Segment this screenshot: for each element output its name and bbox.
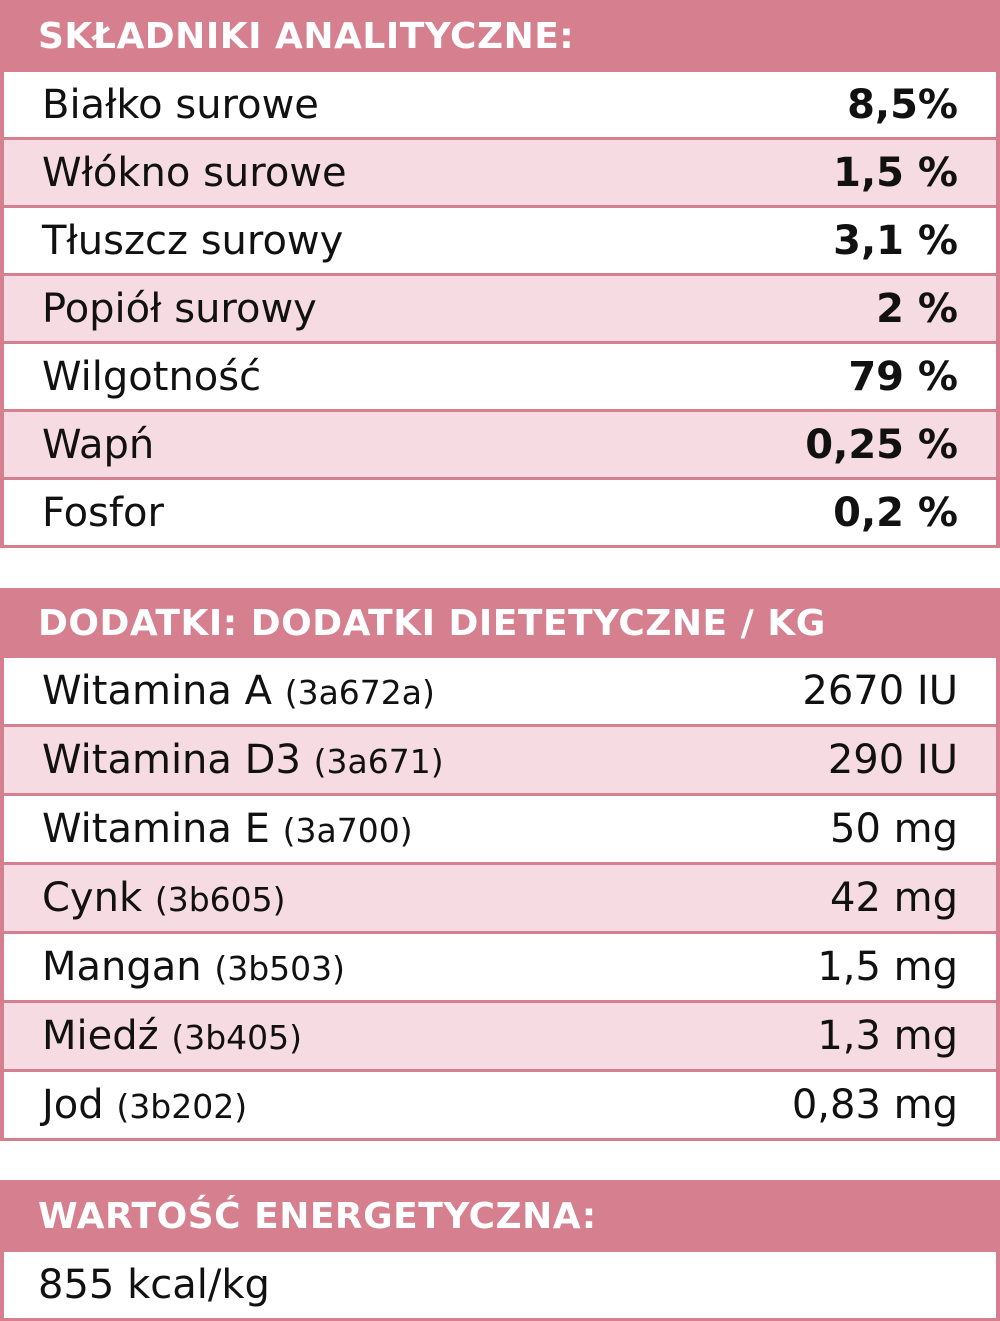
additive-code: (3a672a) (284, 673, 435, 712)
row-value: 0,2 % (833, 489, 958, 536)
table-row: Włókno surowe 1,5 % (0, 140, 1000, 208)
row-label: Witamina A (3a672a) (42, 668, 435, 714)
additive-name: Miedź (42, 1013, 159, 1059)
row-value: 290 IU (827, 737, 958, 783)
row-label: Witamina D3 (3a671) (42, 737, 444, 783)
row-value: 50 mg (830, 806, 958, 852)
analytical-components-header: SKŁADNIKI ANALITYCZNE: (0, 0, 1000, 72)
analytical-components-table: SKŁADNIKI ANALITYCZNE: Białko surowe 8,5… (0, 0, 1000, 548)
table-row: Popiół surowy 2 % (0, 276, 1000, 344)
row-value: 1,3 mg (817, 1013, 958, 1059)
row-label: Białko surowe (42, 81, 319, 128)
energy-value-table: WARTOŚĆ ENERGETYCZNA: 855 kcal/kg (0, 1180, 1000, 1321)
additive-code: (3b605) (154, 880, 286, 919)
row-label: Miedź (3b405) (42, 1013, 302, 1059)
row-value: 1,5 % (833, 149, 958, 196)
row-label: Wapń (42, 421, 155, 468)
row-value: 2670 IU (802, 668, 958, 714)
table-row: Witamina E (3a700) 50 mg (0, 796, 1000, 865)
additive-name: Witamina D3 (42, 737, 301, 783)
row-label: Witamina E (3a700) (42, 806, 413, 852)
additive-code: (3b202) (116, 1087, 248, 1126)
table-row: Mangan (3b503) 1,5 mg (0, 934, 1000, 1003)
table-row: Białko surowe 8,5% (0, 72, 1000, 140)
energy-value: 855 kcal/kg (38, 1262, 270, 1308)
table-row: 855 kcal/kg (0, 1252, 1000, 1321)
additive-name: Witamina E (42, 806, 270, 852)
table-row: Witamina A (3a672a) 2670 IU (0, 658, 1000, 727)
additive-code: (3b503) (214, 949, 346, 988)
additive-code: (3b405) (171, 1018, 303, 1057)
table-row: Wilgotność 79 % (0, 344, 1000, 412)
row-value: 3,1 % (833, 217, 958, 264)
row-label: Jod (3b202) (42, 1082, 247, 1128)
additive-code: (3a700) (282, 811, 413, 850)
row-label: Popiół surowy (42, 285, 317, 332)
additive-name: Cynk (42, 875, 143, 921)
table-row: Wapń 0,25 % (0, 412, 1000, 480)
row-value: 8,5% (847, 81, 958, 128)
row-label: Cynk (3b605) (42, 875, 286, 921)
table-row: Fosfor 0,2 % (0, 480, 1000, 548)
row-value: 0,83 mg (791, 1082, 958, 1128)
row-label: Fosfor (42, 489, 164, 536)
additive-name: Jod (42, 1082, 104, 1128)
row-label: Wilgotność (42, 353, 262, 400)
dietetic-additives-header: DODATKI: DODATKI DIETETYCZNE / KG (0, 588, 1000, 658)
additive-code: (3a671) (313, 742, 444, 781)
table-row: Cynk (3b605) 42 mg (0, 865, 1000, 934)
row-value: 1,5 mg (817, 944, 958, 990)
row-label: Tłuszcz surowy (42, 217, 344, 264)
row-label: Włókno surowe (42, 149, 347, 196)
additive-name: Witamina A (42, 668, 272, 714)
table-row: Tłuszcz surowy 3,1 % (0, 208, 1000, 276)
row-value: 2 % (876, 285, 958, 332)
row-value: 42 mg (830, 875, 958, 921)
row-value: 79 % (848, 353, 958, 400)
row-value: 0,25 % (805, 421, 958, 468)
dietetic-additives-table: DODATKI: DODATKI DIETETYCZNE / KG Witami… (0, 588, 1000, 1141)
table-row: Miedź (3b405) 1,3 mg (0, 1003, 1000, 1072)
energy-value-header: WARTOŚĆ ENERGETYCZNA: (0, 1180, 1000, 1252)
table-row: Jod (3b202) 0,83 mg (0, 1072, 1000, 1141)
table-row: Witamina D3 (3a671) 290 IU (0, 727, 1000, 796)
additive-name: Mangan (42, 944, 202, 990)
row-label: Mangan (3b503) (42, 944, 345, 990)
